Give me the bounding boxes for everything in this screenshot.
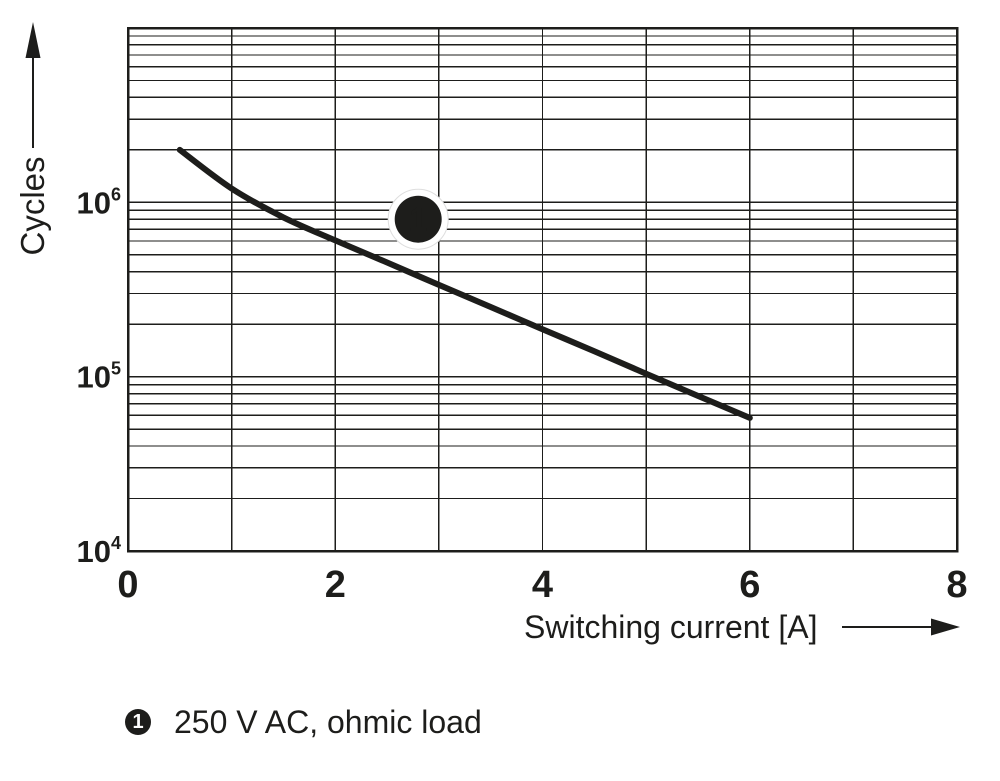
y-axis-arrowhead-icon <box>25 22 41 58</box>
plot-border <box>126 26 959 553</box>
x-tick-label: 6 <box>739 564 760 606</box>
callout-circle <box>394 195 442 243</box>
x-tick-label: 0 <box>117 564 138 606</box>
x-axis-title: Switching current [A] <box>524 607 817 647</box>
y-axis-title-text: Cycles <box>14 156 51 256</box>
series-1-curve <box>176 146 753 421</box>
x-axis-title-text: Switching current [A] <box>524 609 818 645</box>
legend-series-1-marker: 1 <box>125 709 151 735</box>
y-tick-label: 105 <box>77 359 122 395</box>
y-axis-arrow <box>25 22 41 148</box>
legend-series-1-label: 250 V AC, ohmic load <box>174 704 482 740</box>
grid-lines <box>128 28 957 551</box>
series-1-callout: 1 <box>387 188 449 250</box>
y-tick-labels: 106 105 104 <box>77 184 122 569</box>
x-tick-labels: 0 2 4 6 8 <box>117 564 967 606</box>
y-axis-title: Cycles <box>13 125 53 287</box>
x-tick-label: 8 <box>946 564 967 606</box>
x-tick-label: 2 <box>325 564 346 606</box>
y-tick-label: 104 <box>77 533 122 569</box>
y-tick-label: 106 <box>77 184 122 220</box>
x-axis-arrowhead-icon <box>931 618 960 636</box>
x-tick-label: 4 <box>532 564 553 606</box>
x-axis-arrow <box>842 618 960 636</box>
callout-number: 1 <box>409 201 428 239</box>
